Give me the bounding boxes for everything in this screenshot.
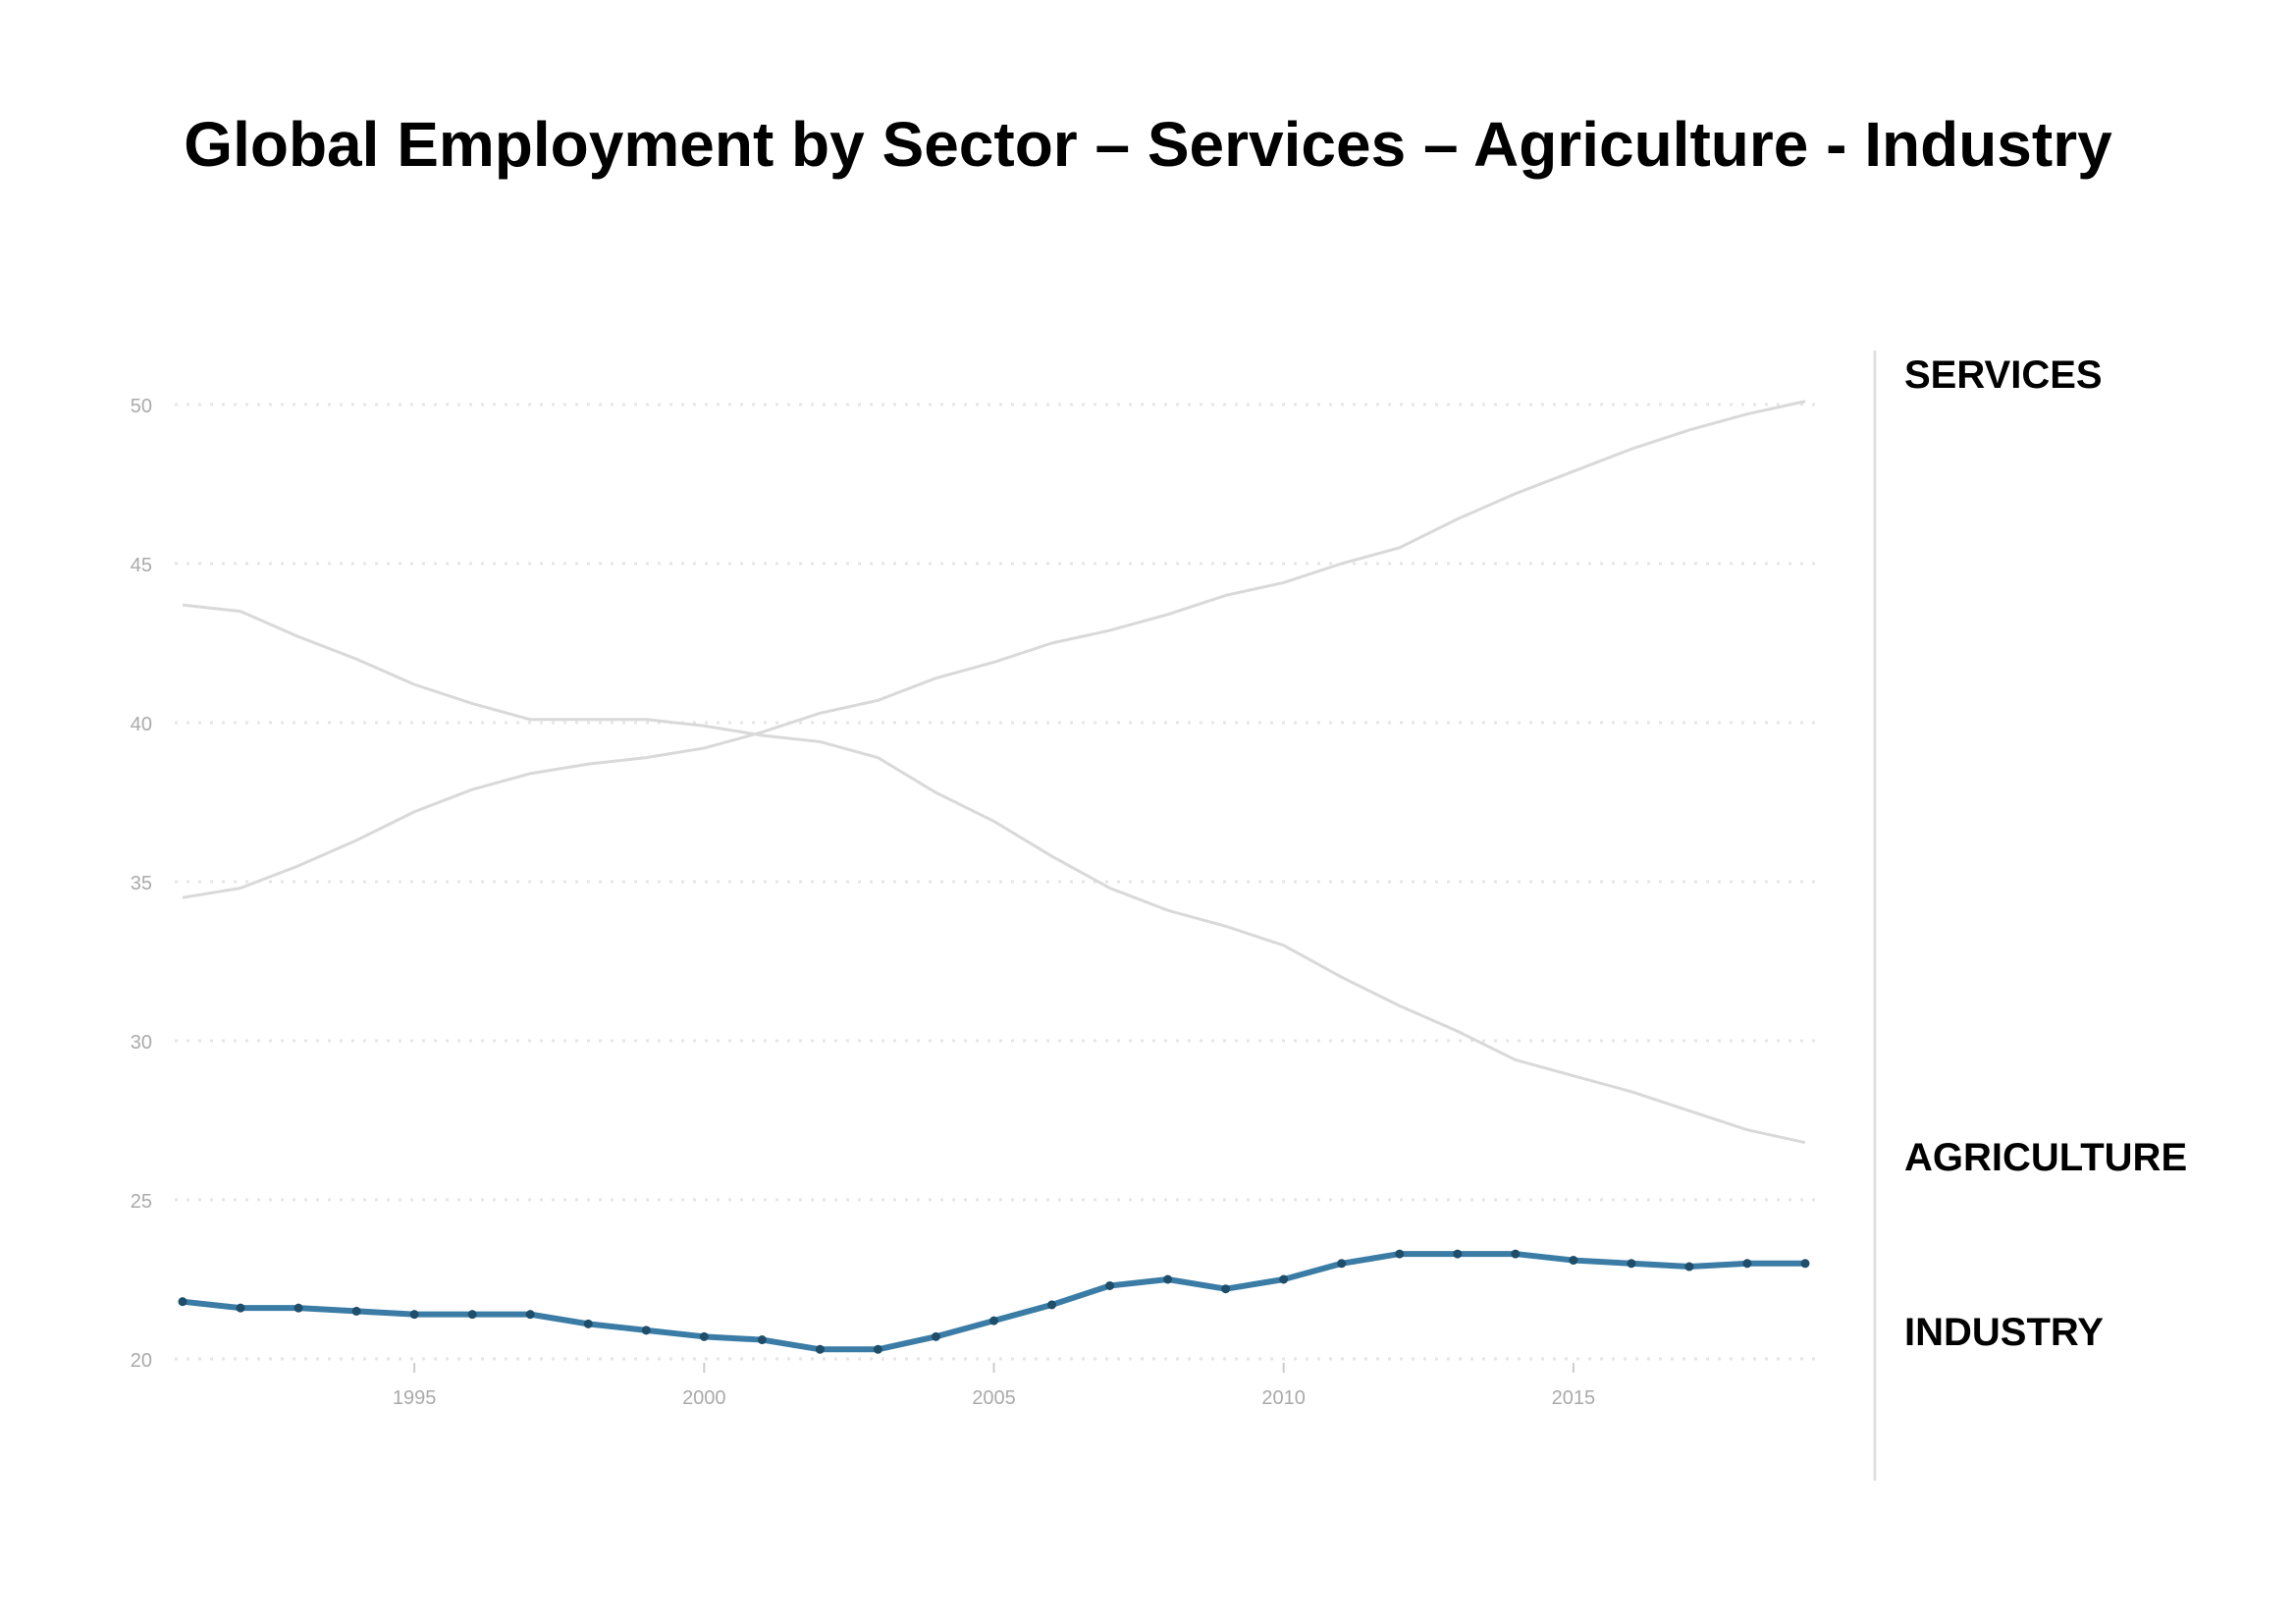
- y-tick-label: 50: [131, 396, 152, 417]
- data-point: [815, 1344, 825, 1354]
- y-tick-label: 45: [131, 555, 152, 576]
- data-point: [1105, 1280, 1115, 1290]
- data-point: [641, 1326, 651, 1335]
- data-point: [1279, 1274, 1289, 1284]
- chart-title: Global Employment by Sector – Services –…: [184, 109, 2112, 180]
- data-point: [1337, 1259, 1347, 1269]
- data-point: [467, 1310, 477, 1320]
- label-services: SERVICES: [1904, 353, 2103, 397]
- data-point: [989, 1316, 998, 1326]
- x-tick-label: 2010: [1261, 1387, 1306, 1409]
- series-line-services: [182, 400, 1806, 899]
- series-line-agriculture: [182, 603, 1806, 1145]
- x-tick-label: 2005: [972, 1387, 1016, 1409]
- y-tick-label: 30: [131, 1032, 152, 1054]
- data-point: [351, 1306, 361, 1316]
- y-tick-label: 40: [131, 714, 152, 735]
- data-point: [1453, 1249, 1463, 1259]
- data-point: [757, 1335, 767, 1345]
- data-point: [699, 1331, 709, 1341]
- data-point: [1221, 1284, 1231, 1294]
- data-point: [294, 1303, 303, 1313]
- x-tick-label: 1995: [393, 1387, 437, 1409]
- data-point: [931, 1331, 940, 1341]
- data-point: [1569, 1256, 1578, 1266]
- label-agriculture: AGRICULTURE: [1904, 1136, 2188, 1179]
- y-tick-label: 20: [131, 1350, 152, 1372]
- data-point: [1800, 1259, 1810, 1269]
- data-point: [1047, 1300, 1057, 1310]
- x-tick-label: 2000: [682, 1387, 726, 1409]
- data-point: [1395, 1249, 1405, 1259]
- data-point: [178, 1297, 187, 1307]
- series-line-industry: [182, 1251, 1805, 1353]
- data-point: [1163, 1274, 1173, 1284]
- data-point: [1684, 1262, 1694, 1272]
- data-point: [1742, 1259, 1752, 1269]
- data-point: [525, 1310, 535, 1320]
- data-point: [1627, 1259, 1636, 1269]
- x-tick-label: 2015: [1552, 1387, 1596, 1409]
- data-point: [409, 1310, 419, 1320]
- y-tick-label: 35: [131, 873, 152, 894]
- data-point: [1511, 1249, 1521, 1259]
- data-point: [873, 1344, 882, 1354]
- y-tick-label: 25: [131, 1191, 152, 1213]
- data-point: [236, 1303, 245, 1313]
- data-point: [583, 1319, 593, 1328]
- label-industry: INDUSTRY: [1904, 1311, 2104, 1354]
